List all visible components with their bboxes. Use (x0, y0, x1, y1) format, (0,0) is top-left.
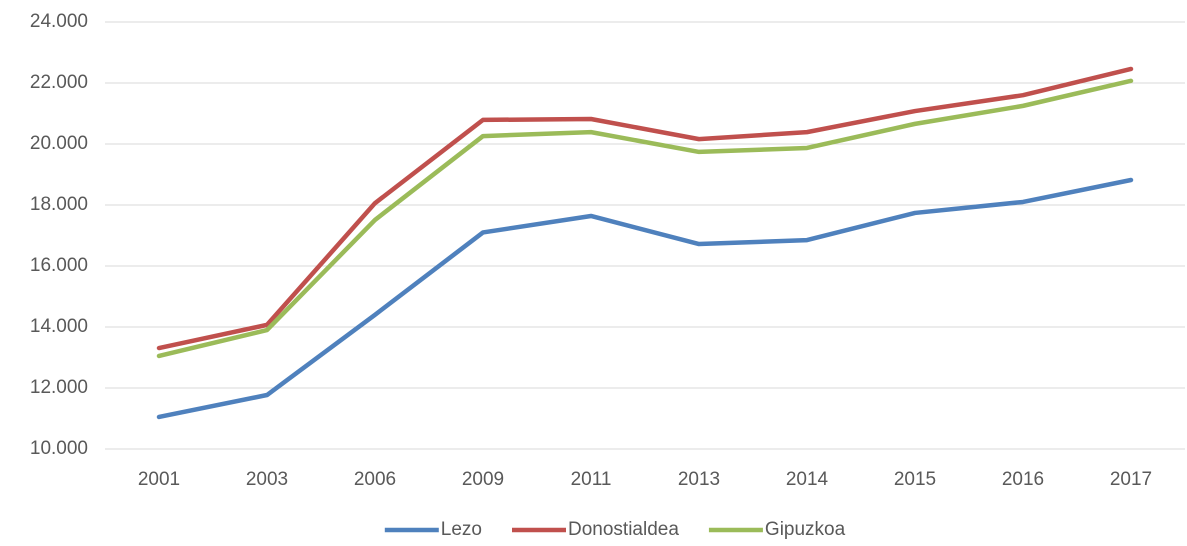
series-line (156, 66, 1134, 351)
y-tick-label: 24.000 (30, 11, 88, 32)
x-tick-label: 2003 (246, 469, 288, 490)
legend-label: Donostialdea (568, 519, 679, 540)
x-tick-label: 2013 (678, 469, 720, 490)
y-tick-label: 16.000 (30, 255, 88, 276)
x-tick-label: 2017 (1110, 469, 1152, 490)
y-tick-label: 12.000 (30, 377, 88, 398)
x-tick-label: 2016 (1002, 469, 1044, 490)
series-line (156, 177, 1134, 420)
y-tick-label: 10.000 (30, 438, 88, 459)
legend-label: Lezo (441, 519, 482, 540)
legend-label: Gipuzkoa (765, 519, 846, 540)
x-tick-label: 2015 (894, 469, 936, 490)
y-tick-label: 22.000 (30, 72, 88, 93)
y-tick-label: 20.000 (30, 133, 88, 154)
x-tick-label: 2001 (138, 469, 180, 490)
x-tick-label: 2011 (571, 469, 612, 490)
y-tick-label: 14.000 (30, 316, 88, 337)
x-tick-label: 2009 (462, 469, 504, 490)
y-tick-label: 18.000 (30, 194, 88, 215)
series-line (156, 78, 1134, 359)
x-tick-label: 2006 (354, 469, 396, 490)
x-tick-label: 2014 (786, 469, 829, 490)
